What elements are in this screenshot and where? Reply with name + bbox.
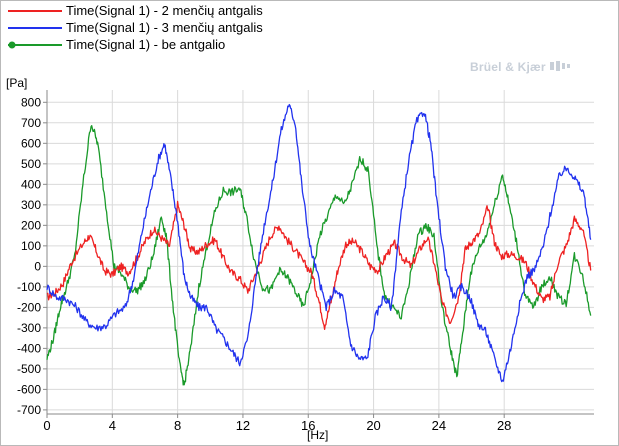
- series-line-3-blade: [46, 103, 592, 383]
- y-tick-label: -200: [17, 300, 41, 314]
- y-tick-label: -300: [17, 321, 41, 335]
- circle-marker-icon: [8, 41, 16, 49]
- y-tick-label: -600: [17, 382, 41, 396]
- y-tick-label: -500: [17, 362, 41, 376]
- y-tick-label: 0: [34, 259, 41, 273]
- axes: [43, 90, 594, 418]
- watermark-text: Brüel & Kjær: [470, 60, 546, 74]
- legend-entry-no-tip[interactable]: Time(Signal 1) - be antgalio: [2, 36, 342, 53]
- y-tick-label: -700: [17, 403, 41, 417]
- tick-labels: -700-600-500-400-300-200-100010020030040…: [17, 95, 511, 433]
- x-tick-label: 4: [109, 418, 116, 433]
- x-tick-label: 28: [497, 418, 511, 433]
- y-tick-label: -400: [17, 341, 41, 355]
- x-tick-label: 16: [301, 418, 315, 433]
- legend-label: Time(Signal 1) - 2 menčių antgalis: [66, 3, 263, 18]
- x-tick-label: 20: [366, 418, 380, 433]
- x-tick-label: 0: [43, 418, 50, 433]
- y-tick-label: -100: [17, 280, 41, 294]
- legend-swatch-blue: [8, 27, 62, 29]
- y-tick-label: 500: [21, 157, 41, 171]
- y-tick-label: 400: [21, 177, 41, 191]
- brand-watermark: Brüel & Kjær: [470, 60, 571, 74]
- x-axis-unit-label: [Hz]: [307, 428, 329, 442]
- legend-entry-2-blade[interactable]: Time(Signal 1) - 2 menčių antgalis: [2, 2, 342, 19]
- y-tick-label: 700: [21, 116, 41, 130]
- y-tick-label: 800: [21, 95, 41, 109]
- y-axis-unit-label: [Pa]: [6, 76, 28, 90]
- x-tick-label: 12: [236, 418, 250, 433]
- y-tick-label: 600: [21, 136, 41, 150]
- series-line-2-blade: [46, 200, 592, 331]
- legend-label: Time(Signal 1) - 3 menčių antgalis: [66, 20, 263, 35]
- legend-swatch-red: [8, 10, 62, 12]
- bk-logo-icon: [550, 61, 571, 71]
- x-tick-label: 24: [432, 418, 446, 433]
- legend-label: Time(Signal 1) - be antgalio: [66, 37, 226, 52]
- x-tick-label: 8: [174, 418, 181, 433]
- series-group: [46, 103, 592, 386]
- y-tick-label: 100: [21, 239, 41, 253]
- y-tick-label: 200: [21, 218, 41, 232]
- legend-entry-3-blade[interactable]: Time(Signal 1) - 3 menčių antgalis: [2, 19, 342, 36]
- y-tick-label: 300: [21, 198, 41, 212]
- legend-swatch-green: [8, 41, 62, 49]
